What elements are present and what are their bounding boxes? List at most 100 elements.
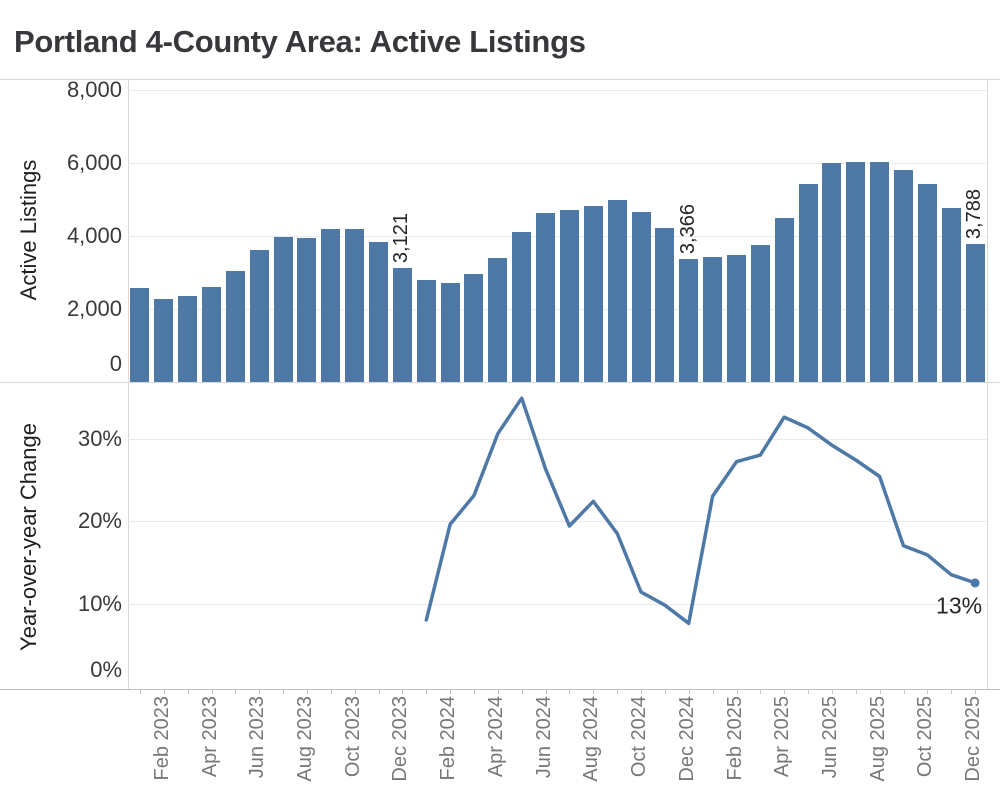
x-axis-label: Feb 2023: [150, 696, 173, 781]
gridline-active-listings: [128, 162, 987, 164]
x-axis-label: Jun 2025: [818, 696, 841, 779]
bar[interactable]: [202, 287, 221, 382]
x-axis-tick: [307, 689, 308, 694]
bar[interactable]: [846, 162, 866, 382]
x-axis-label: Jun 2023: [246, 696, 269, 779]
x-axis-tick: [569, 689, 571, 694]
bar[interactable]: [559, 209, 579, 382]
x-axis-tick: [354, 689, 356, 694]
bar[interactable]: [679, 259, 699, 382]
x-axis-tick: [402, 689, 404, 694]
y-tick-label-active-listings: 2,000: [66, 295, 122, 321]
x-axis-tick: [497, 689, 499, 694]
bar[interactable]: [392, 268, 412, 382]
x-axis-label: Aug 2025: [866, 696, 889, 782]
x-axis-tick: [617, 689, 619, 694]
bar[interactable]: [893, 169, 913, 382]
x-axis-label: Aug 2024: [580, 696, 603, 782]
plot-right-border: [987, 79, 988, 689]
x-axis-label: Feb 2025: [723, 696, 746, 781]
x-axis-label: Apr 2025: [771, 696, 794, 778]
bar[interactable]: [369, 242, 389, 382]
x-axis-tick: [664, 689, 666, 694]
bar-value-label: 3,788: [963, 188, 986, 239]
x-axis-tick: [855, 689, 857, 694]
bar[interactable]: [178, 296, 198, 382]
x-axis-tick: [808, 689, 809, 694]
x-axis-label: Oct 2023: [341, 696, 364, 778]
gridline-yoy: [128, 521, 987, 523]
x-axis-tick: [330, 689, 332, 694]
bar[interactable]: [464, 274, 484, 382]
bar[interactable]: [750, 244, 770, 382]
y-tick-label-active-listings: 0: [109, 351, 122, 376]
bar[interactable]: [297, 238, 317, 382]
title-divider: [0, 79, 1000, 80]
gridline-active-listings: [128, 235, 987, 237]
y-tick-label-active-listings: 4,000: [66, 222, 122, 248]
x-axis-tick: [450, 689, 452, 694]
bar[interactable]: [249, 249, 269, 382]
x-axis-tick: [474, 689, 475, 694]
x-axis-tick: [139, 689, 141, 694]
x-axis-tick: [975, 689, 977, 694]
y-axis-title-yoy-change: Year-over-year Change: [16, 423, 41, 651]
x-axis-tick: [187, 689, 189, 694]
x-axis-tick: [784, 689, 786, 694]
bar[interactable]: [583, 206, 603, 382]
bar-value-label: 3,366: [676, 204, 699, 255]
bar[interactable]: [536, 212, 556, 382]
y-tick-label-yoy: 20%: [77, 508, 122, 534]
bar[interactable]: [917, 184, 937, 382]
bar-value-label: 3,121: [390, 213, 413, 264]
bar[interactable]: [440, 282, 460, 382]
bar[interactable]: [225, 271, 245, 382]
plot-left-border: [128, 79, 129, 689]
x-axis-label: Oct 2024: [628, 696, 650, 778]
bar[interactable]: [870, 161, 890, 382]
line-value-label: 13%: [936, 592, 983, 619]
x-axis-tick: [903, 689, 905, 694]
x-axis-tick: [211, 689, 213, 694]
x-axis-label: Jun 2024: [532, 696, 555, 779]
x-axis-label: Feb 2024: [437, 696, 460, 781]
x-axis-label: Oct 2025: [914, 696, 937, 778]
x-axis-tick: [545, 689, 547, 694]
x-axis-line: [0, 689, 1000, 690]
bar[interactable]: [774, 218, 794, 382]
x-axis-tick: [688, 689, 690, 694]
bar[interactable]: [726, 254, 746, 382]
yoy-line[interactable]: [424, 396, 977, 626]
bar[interactable]: [273, 237, 293, 382]
bar[interactable]: [416, 280, 436, 382]
x-axis-tick: [235, 689, 237, 694]
bar[interactable]: [941, 207, 961, 382]
gridline-active-listings: [128, 308, 987, 310]
bar[interactable]: [321, 228, 341, 382]
bar[interactable]: [512, 231, 532, 382]
line-endpoint-dot: [970, 578, 980, 588]
x-axis-tick: [736, 689, 738, 694]
x-axis-label: Apr 2023: [198, 696, 221, 778]
bar[interactable]: [154, 299, 174, 382]
y-tick-label-yoy: 0%: [90, 657, 122, 682]
x-axis-tick: [879, 689, 881, 694]
x-axis-tick: [426, 689, 428, 694]
x-axis-tick: [831, 689, 833, 694]
x-axis-tick: [712, 689, 714, 694]
bar[interactable]: [130, 287, 150, 382]
bar[interactable]: [798, 183, 818, 382]
bar[interactable]: [965, 243, 985, 382]
bar[interactable]: [345, 228, 365, 382]
bar[interactable]: [822, 163, 842, 382]
x-axis-label: Dec 2024: [675, 696, 698, 782]
bar[interactable]: [703, 256, 723, 382]
x-axis-label: Dec 2025: [962, 696, 985, 782]
bar[interactable]: [488, 258, 508, 382]
x-axis-tick: [593, 689, 595, 694]
bar[interactable]: [655, 228, 675, 382]
x-axis-label: Apr 2024: [484, 696, 507, 778]
bar[interactable]: [631, 211, 651, 382]
bar[interactable]: [607, 200, 627, 382]
